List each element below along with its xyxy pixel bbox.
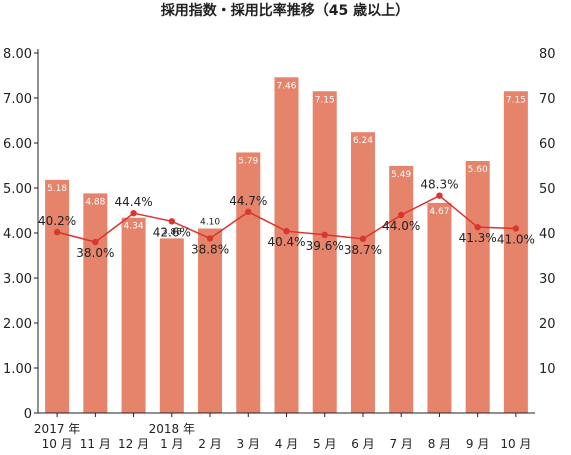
- bar: [389, 165, 414, 413]
- ratio-point-label: 42.6%: [153, 225, 191, 239]
- ratio-point-label: 38.8%: [191, 242, 229, 256]
- left-tick-label: 2.00: [3, 317, 32, 332]
- ratio-point-label: 44.0%: [382, 219, 420, 233]
- ratio-point: [53, 228, 61, 236]
- bar-value-label: 4.34: [124, 222, 144, 232]
- ratio-point-label: 40.4%: [267, 235, 305, 249]
- x-category-label: 5 月: [313, 437, 336, 451]
- ratio-point: [397, 211, 405, 219]
- x-category-label: 2 月: [198, 437, 221, 451]
- right-tick-label: 10: [539, 362, 556, 377]
- ratio-point-label: 48.3%: [420, 178, 458, 192]
- right-tick-label: 70: [539, 92, 556, 107]
- x-year-label: 2017 年: [34, 422, 80, 436]
- right-tick-label: 20: [539, 317, 556, 332]
- bar-value-label: 3.88: [162, 227, 182, 237]
- ratio-point-label: 44.4%: [115, 195, 153, 209]
- bar: [236, 152, 261, 413]
- ratio-point: [321, 231, 328, 238]
- bar: [159, 238, 184, 413]
- right-tick-label: 30: [539, 272, 556, 287]
- x-category-label: 6 月: [351, 437, 374, 451]
- ratio-point-label: 38.0%: [76, 246, 114, 260]
- x-category-label: 4 月: [275, 437, 298, 451]
- bar: [503, 91, 528, 413]
- ratio-point: [92, 238, 99, 246]
- ratio-point: [206, 235, 214, 242]
- bar: [427, 202, 452, 413]
- ratio-point: [168, 218, 176, 225]
- bar: [274, 77, 299, 414]
- x-category-label: 7 月: [389, 437, 412, 451]
- bar-value-label: 4.10: [200, 218, 220, 228]
- bar: [83, 193, 108, 413]
- right-tick-label: 50: [539, 182, 556, 197]
- bar: [121, 217, 146, 413]
- x-category-label: 10 月: [500, 437, 531, 451]
- ratio-point: [512, 225, 520, 232]
- left-tick-label: 5.00: [3, 182, 32, 197]
- bar-value-label: 7.15: [506, 95, 526, 105]
- left-tick-label: 7.00: [3, 92, 32, 107]
- bars-layer: 5.18 4.88 4.34 3.88 4.10 5.79 7.46 7.15 6.24 5.49…: [45, 77, 528, 414]
- ratio-point-label: 44.7%: [229, 194, 267, 208]
- x-category-label: 8 月: [428, 437, 451, 451]
- ratio-point-label: 40.2%: [38, 214, 76, 228]
- ratio-point: [130, 210, 137, 217]
- axes-layer: 0 1.00 2.00 3.00 4.00 5.00 6.00 7.00 8.00 10 20 30 4…: [3, 47, 556, 451]
- x-year-label: 2018 年: [149, 422, 195, 436]
- bar: [465, 161, 490, 413]
- x-category-label: 9 月: [466, 437, 489, 451]
- right-tick-label: 80: [539, 47, 556, 62]
- left-tick-label: 6.00: [3, 137, 32, 152]
- x-category-label: 1 月: [160, 437, 183, 451]
- bar-value-label: 4.88: [85, 197, 105, 207]
- bar: [350, 132, 375, 413]
- bar-value-label: 5.49: [391, 170, 411, 180]
- right-tick-label: 40: [539, 227, 556, 242]
- chart-title: 採用指数・採用比率推移（45 歳以上）: [161, 2, 409, 19]
- left-tick-label: 3.00: [3, 272, 32, 287]
- x-category-label: 3 月: [237, 437, 260, 451]
- bar-value-label: 5.79: [238, 156, 258, 166]
- bar-value-label: 6.24: [353, 136, 373, 146]
- x-category-label: 11 月: [80, 437, 111, 451]
- x-category-label: 12 月: [118, 437, 149, 451]
- left-tick-label: 4.00: [3, 227, 32, 242]
- bar-value-label: 5.18: [47, 184, 67, 194]
- ratio-point: [359, 235, 367, 243]
- left-tick-label: 8.00: [3, 47, 32, 62]
- bar-value-label: 7.15: [315, 95, 335, 105]
- ratio-point-label: 41.0%: [497, 233, 535, 247]
- ratio-point-label: 39.6%: [306, 239, 344, 253]
- bar-value-label: 7.46: [276, 81, 296, 91]
- ratio-point: [474, 223, 481, 231]
- ratio-point-label: 38.7%: [344, 243, 382, 257]
- ratio-point-label: 41.3%: [459, 231, 497, 245]
- ratio-point: [436, 192, 443, 199]
- right-tick-label: 60: [539, 137, 556, 152]
- bar: [198, 228, 223, 413]
- ratio-point: [245, 208, 252, 216]
- left-tick-label: 1.00: [3, 362, 32, 377]
- x-category-label: 10 月: [42, 437, 73, 451]
- labels-layer: 40.2% 38.0% 44.4% 42.6%38.8% 44.7% 40.4% 39.6%…: [38, 178, 535, 260]
- bar: [312, 91, 337, 413]
- bar: [45, 179, 70, 413]
- line-layer: [53, 192, 520, 246]
- ratio-point: [283, 228, 290, 235]
- left-tick-label: 0: [24, 407, 32, 422]
- bar-value-label: 4.67: [429, 207, 449, 217]
- bar-value-label: 5.60: [468, 165, 488, 175]
